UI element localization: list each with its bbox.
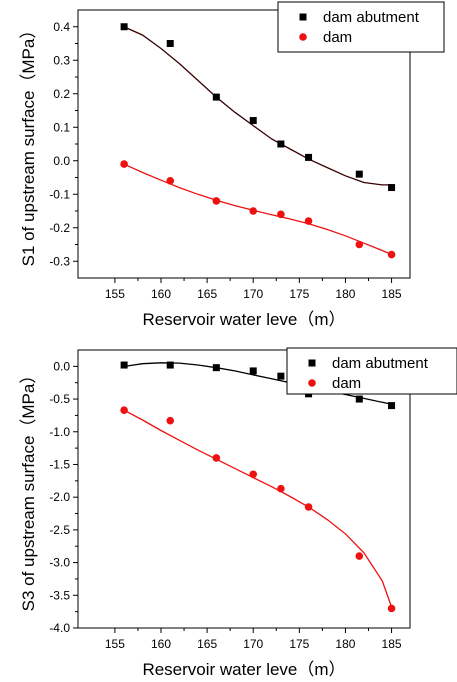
- data-point-dam: [355, 240, 364, 249]
- data-point-dam-abutment: [212, 364, 220, 372]
- data-point-dam: [387, 604, 396, 613]
- data-point-dam: [166, 177, 175, 185]
- x-axis-label: Reservoir water leve（m）: [142, 660, 345, 679]
- x-tick-label: 160: [151, 287, 171, 301]
- x-tick-label: 180: [335, 637, 355, 651]
- x-tick-label: 165: [197, 287, 217, 301]
- data-point-dam: [277, 484, 285, 493]
- legend-marker-circle: [299, 33, 307, 41]
- y-tick-label: -3.5: [49, 588, 70, 602]
- x-tick-label: 175: [289, 287, 309, 301]
- data-point-dam-abutment: [305, 153, 313, 161]
- y-tick-label: -0.3: [49, 254, 70, 268]
- legend-marker-circle: [308, 379, 316, 387]
- data-point-dam: [120, 406, 128, 414]
- legend-label: dam: [332, 375, 361, 392]
- y-axis-label: S3 of upstream surface（MPa）: [19, 367, 38, 612]
- legend-label: dam abutment: [332, 355, 429, 372]
- x-tick-label: 155: [105, 637, 125, 651]
- data-point-dam-abutment: [388, 184, 396, 192]
- y-tick-label: -1.0: [49, 425, 70, 439]
- data-point-dam: [212, 197, 221, 205]
- legend-marker-square: [308, 359, 316, 367]
- data-point-dam: [387, 250, 396, 259]
- data-point-dam-abutment: [388, 402, 396, 410]
- data-point-dam: [277, 210, 285, 219]
- y-tick-label: -2.0: [49, 490, 70, 504]
- legend-label: dam abutment: [323, 9, 420, 26]
- data-point-dam-abutment: [277, 372, 285, 380]
- legend-box: [286, 347, 457, 395]
- data-point-dam: [212, 454, 221, 462]
- fit-curve-dam: [123, 409, 393, 608]
- x-tick-label: 170: [243, 637, 263, 651]
- fit-curve-dam-abutment: [123, 26, 392, 186]
- x-tick-label: 180: [335, 287, 355, 301]
- legend-label: dam: [323, 29, 352, 46]
- data-point-dam-abutment: [355, 395, 363, 403]
- data-point-dam: [249, 470, 258, 479]
- data-point-dam-abutment: [249, 117, 257, 125]
- chart-s3: 155 160 165 170 175 180 185 -4.0 -3.5 -3.0 -2.5 -2.…: [19, 347, 457, 679]
- data-point-dam: [304, 503, 313, 511]
- x-tick-label: 185: [382, 287, 402, 301]
- y-tick-label: -1.5: [49, 457, 70, 471]
- plot-frame: [77, 349, 411, 629]
- x-tick-label: 185: [382, 637, 402, 651]
- y-tick-label: -0.1: [49, 187, 70, 201]
- data-point-dam: [120, 160, 128, 168]
- data-point-dam-abutment: [277, 140, 285, 148]
- y-tick-label: 0.0: [53, 359, 70, 373]
- y-tick-label: 0.4: [53, 20, 70, 34]
- data-point-dam-abutment: [120, 361, 128, 369]
- data-point-dam: [166, 416, 175, 425]
- x-axis-label: Reservoir water leve（m）: [142, 310, 345, 329]
- data-point-dam-abutment: [166, 361, 174, 369]
- x-tick-label: 160: [151, 637, 171, 651]
- data-point-dam: [304, 217, 313, 225]
- y-tick-label: 0.2: [53, 87, 70, 101]
- legend: dam abutment dam: [286, 347, 457, 395]
- data-point-dam-abutment: [355, 170, 363, 178]
- data-point-dam-abutment: [120, 23, 128, 31]
- data-point-dam-abutment: [166, 40, 174, 47]
- y-tick-label: -2.5: [49, 523, 70, 537]
- y-tick-label: -0.5: [49, 392, 70, 406]
- x-tick-label: 175: [289, 637, 309, 651]
- data-point-dam: [249, 207, 258, 215]
- y-tick-label: -4.0: [49, 621, 70, 635]
- x-tick-label: 155: [105, 287, 125, 301]
- y-tick-label: -0.2: [49, 221, 70, 235]
- legend-box: [277, 1, 445, 53]
- legend-marker-square: [299, 13, 307, 21]
- y-tick-label: -3.0: [49, 556, 70, 570]
- legend: dam abutment dam: [277, 1, 445, 53]
- data-point-dam-abutment: [212, 93, 220, 101]
- y-tick-label: 0.0: [53, 154, 70, 168]
- x-tick-label: 170: [243, 287, 263, 301]
- y-tick-label: 0.1: [53, 120, 70, 134]
- data-point-dam-abutment: [249, 367, 257, 375]
- data-point-dam: [355, 552, 364, 560]
- chart-s1: 155 160 165 170 175 180 185 -0.3 -0.2 -0.1 0.0 0.1 0…: [19, 1, 445, 329]
- y-axis-label: S1 of upstream surface（MPa）: [19, 22, 38, 267]
- x-tick-label: 165: [197, 637, 217, 651]
- y-tick-label: 0.3: [53, 53, 70, 67]
